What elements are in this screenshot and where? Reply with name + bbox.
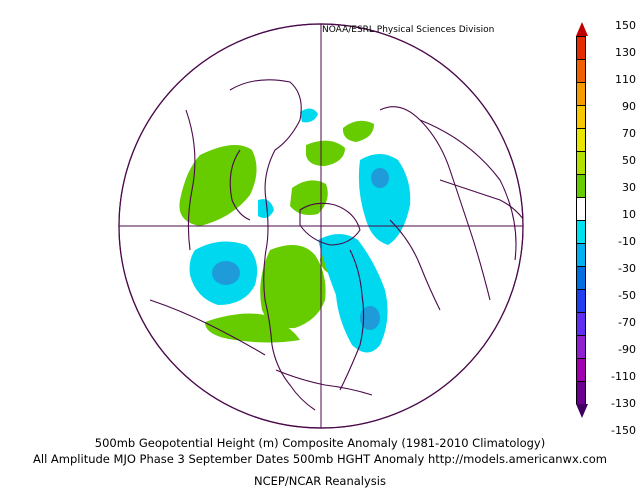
colorbar-tick-label: -90 xyxy=(618,343,636,356)
colorbar-cell xyxy=(576,151,586,174)
colorbar-cell xyxy=(576,335,586,358)
colorbar-cell xyxy=(576,358,586,381)
colorbar-cell xyxy=(576,59,586,82)
colorbar-tick-label: -130 xyxy=(611,397,636,410)
colorbar-tick-label: -70 xyxy=(618,316,636,329)
colorbar-cell xyxy=(576,174,586,197)
colorbar-cell xyxy=(576,289,586,312)
colorbar-tick-label: -30 xyxy=(618,262,636,275)
colorbar-cell xyxy=(576,381,586,404)
colorbar-tick-label: 70 xyxy=(622,127,636,140)
colorbar-cell xyxy=(576,312,586,335)
colorbar-tick-label: 90 xyxy=(622,100,636,113)
colorbar-cell xyxy=(576,266,586,289)
caption-source: NCEP/NCAR Reanalysis xyxy=(254,474,386,488)
colorbar-tick-label: -10 xyxy=(618,235,636,248)
colorbar-cell xyxy=(576,197,586,220)
credit-label: NOAA/ESRL Physical Sciences Division xyxy=(322,25,495,35)
colorbar-tick-label: 30 xyxy=(622,181,636,194)
colorbar-tick-label: 10 xyxy=(622,208,636,221)
continent-outlines xyxy=(149,79,523,411)
strong-negative-anomaly-regions xyxy=(212,168,389,330)
colorbar-bottom-cap xyxy=(576,404,588,418)
colorbar-top-cap xyxy=(576,22,588,36)
colorbar-cell xyxy=(576,243,586,266)
colorbar-cell xyxy=(576,36,586,59)
colorbar-tick-label: -50 xyxy=(618,289,636,302)
colorbar-cell xyxy=(576,220,586,243)
colorbar-tick-label: -150 xyxy=(611,424,636,437)
colorbar-cell xyxy=(576,128,586,151)
colorbar-tick-label: 150 xyxy=(615,19,636,32)
caption-title: 500mb Geopotential Height (m) Composite … xyxy=(94,436,546,450)
caption-subtitle: All Amplitude MJO Phase 3 September Date… xyxy=(33,452,607,466)
colorbar-tick-label: 130 xyxy=(615,46,636,59)
colorbar xyxy=(576,22,588,418)
colorbar-tick-label: 110 xyxy=(615,73,636,86)
colorbar-tick-label: 50 xyxy=(622,154,636,167)
colorbar-tick-label: -110 xyxy=(611,370,636,383)
colorbar-cell xyxy=(576,105,586,128)
colorbar-cell xyxy=(576,82,586,105)
